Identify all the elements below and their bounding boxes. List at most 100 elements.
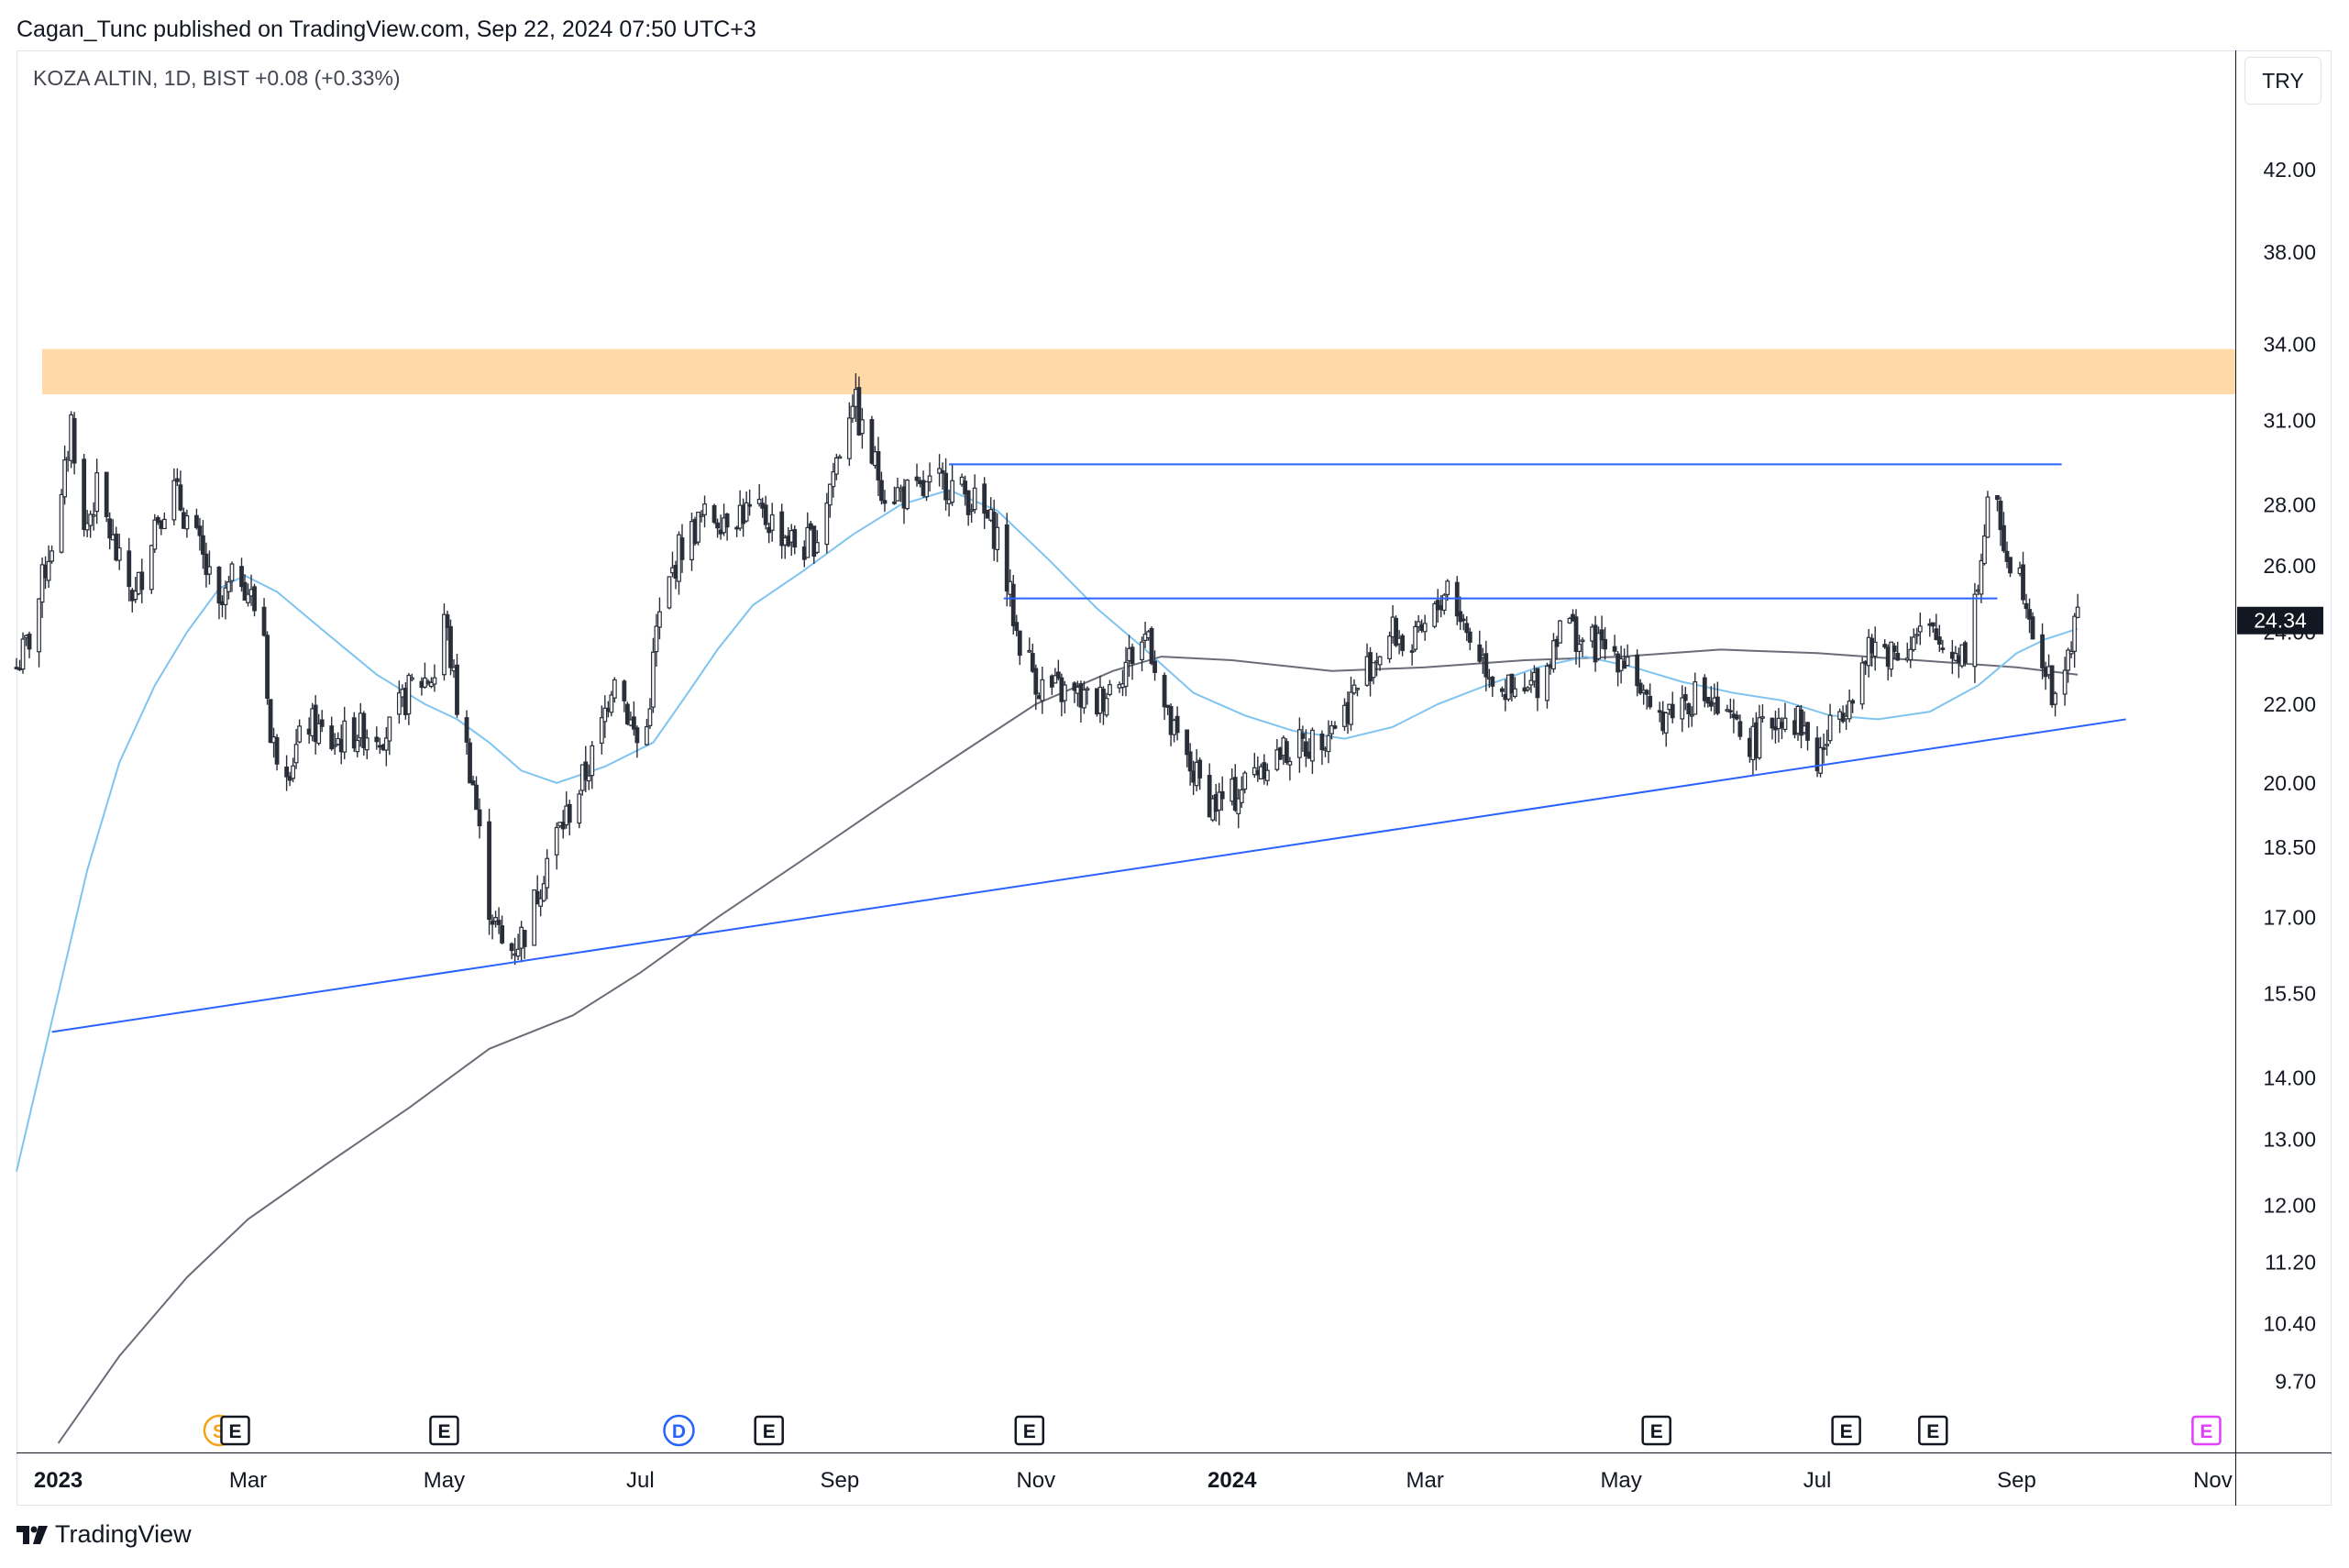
candle (297, 719, 303, 744)
candle-body (82, 458, 87, 530)
candle-body (1612, 646, 1617, 652)
candle-body (1782, 717, 1788, 731)
currency-selector[interactable]: TRY (2244, 57, 2321, 105)
candle-body (1319, 734, 1325, 751)
candle-body (1577, 643, 1582, 653)
candle-body (924, 480, 929, 498)
candle-body (995, 526, 1000, 551)
candle-body (1972, 593, 1978, 668)
candle (1760, 704, 1765, 723)
candle-body (1355, 687, 1360, 690)
event-marker-badge (1014, 1415, 1045, 1446)
candle-body (1573, 616, 1579, 652)
candle-body (355, 739, 360, 753)
candle (747, 489, 753, 516)
candle-body (246, 593, 250, 603)
candle (2062, 657, 2068, 706)
candle (291, 757, 296, 782)
candle-body (72, 417, 77, 464)
event-marker: E (754, 1415, 784, 1446)
candle (332, 733, 337, 756)
candle-body (950, 480, 955, 503)
candle-body (756, 499, 762, 504)
candle (522, 930, 527, 959)
candle-body (116, 547, 122, 561)
event-marker: E (1831, 1415, 1861, 1446)
symbol-legend[interactable]: KOZA ALTIN, 1D, BIST +0.08 (+0.33%) (33, 66, 401, 90)
candle (1284, 738, 1289, 766)
candle (139, 558, 145, 604)
candle (355, 734, 360, 757)
candle-body (545, 857, 550, 889)
candle-body (490, 920, 495, 925)
candle-body (1300, 733, 1306, 739)
candle-body (792, 528, 798, 548)
candle-body (1682, 694, 1688, 701)
candle (316, 713, 322, 745)
candle (1174, 706, 1180, 741)
candle-body (982, 483, 987, 514)
candle (846, 402, 852, 467)
candle-body (361, 712, 367, 748)
candle (27, 631, 32, 658)
candle (2075, 593, 2080, 619)
candle-body (1400, 635, 1406, 651)
candle-body (284, 766, 290, 778)
tradingview-logo[interactable]: TradingView (17, 1520, 192, 1549)
price-axis[interactable]: 46.0042.0038.0034.0031.0028.0026.0024.00… (2263, 83, 2316, 1394)
candle (1827, 703, 1833, 745)
candle-body (647, 708, 653, 726)
candle-body (631, 716, 636, 730)
time-tick-label: Mar (1406, 1468, 1444, 1493)
candle (1458, 596, 1463, 630)
time-axis[interactable]: 2023 Mar May Jul Sep Nov 2024 Mar May Jul Sep Nov (34, 1468, 2233, 1493)
candle (1962, 640, 1968, 667)
candle (1526, 686, 1530, 692)
candle (1413, 620, 1418, 653)
candle (1017, 630, 1022, 666)
candle-body (342, 720, 347, 753)
candle-body (724, 513, 730, 528)
candle-body (1805, 722, 1810, 741)
candle (1917, 613, 1923, 646)
candle (1770, 717, 1775, 740)
candle-body (204, 553, 209, 576)
candle-body (1416, 621, 1421, 628)
candle (634, 725, 640, 758)
candle (1140, 636, 1144, 672)
candle-body (1599, 629, 1605, 641)
chart-pane[interactable] (17, 50, 2332, 1506)
candle (1432, 601, 1438, 629)
candle-body (1821, 746, 1826, 750)
candle-body (1332, 725, 1338, 729)
candle (965, 490, 971, 526)
price-tick-label: 38.00 (2263, 240, 2316, 264)
candle (1895, 641, 1901, 661)
candle-body (609, 694, 614, 713)
candle-body (226, 581, 231, 592)
candle-body (155, 516, 160, 524)
candle (1625, 644, 1630, 667)
candle-body (1770, 717, 1775, 729)
candle-body (1152, 660, 1157, 673)
candle-body (1499, 688, 1505, 692)
candle (779, 503, 785, 559)
candle-body (274, 736, 280, 765)
candle-body (1349, 691, 1353, 725)
candle (1085, 686, 1090, 705)
price-tick-label: 34.00 (2263, 332, 2316, 356)
candle (178, 470, 183, 512)
candle (1377, 656, 1383, 671)
candle-body (383, 737, 389, 751)
candle (116, 533, 122, 570)
candle-body (1872, 641, 1878, 657)
candle (1062, 680, 1067, 714)
candle (387, 716, 392, 756)
candle-body (943, 472, 948, 501)
candle (226, 576, 231, 600)
candle (1859, 657, 1865, 710)
candle-body (1445, 580, 1450, 595)
candle-body (1648, 695, 1653, 708)
candle (223, 580, 228, 620)
